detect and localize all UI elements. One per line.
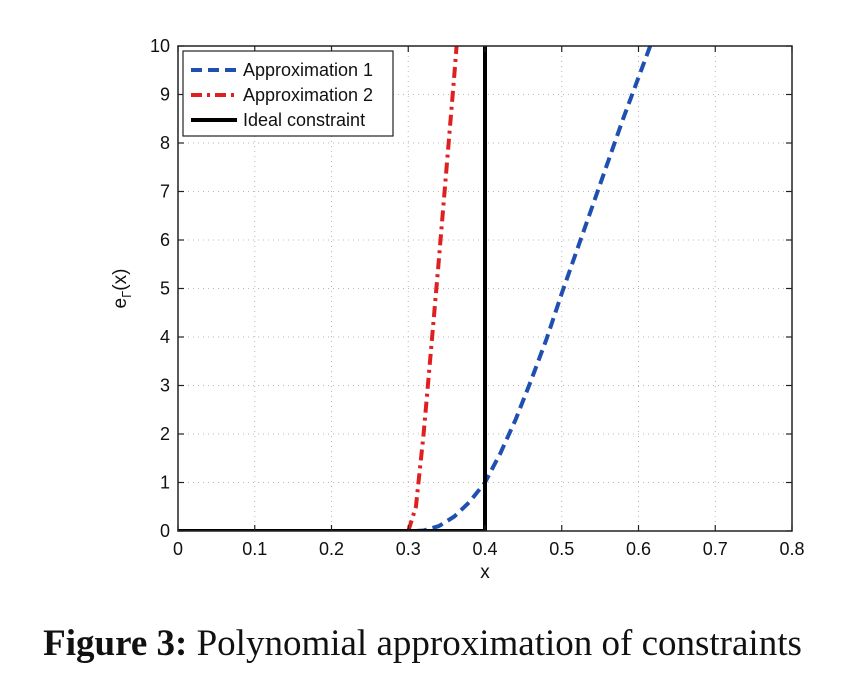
- legend-entry-label: Approximation 2: [243, 85, 373, 105]
- figure-caption: Figure 3: Polynomial approximation of co…: [0, 622, 845, 665]
- y-tick-label: 8: [160, 133, 170, 153]
- y-tick-label: 9: [160, 85, 170, 105]
- caption-text: Polynomial approximation of constraints: [187, 623, 802, 664]
- y-tick-label: 1: [160, 473, 170, 493]
- y-axis-label-tail: (x): [110, 269, 131, 291]
- caption-label: Figure 3:: [43, 623, 188, 664]
- plot-series: [178, 46, 653, 531]
- y-tick-label: 2: [160, 424, 170, 444]
- y-tick-label: 7: [160, 182, 170, 202]
- x-tick-label: 0: [173, 539, 183, 559]
- x-tick-label: 0.2: [319, 539, 344, 559]
- legend-entry-label: Approximation 1: [243, 60, 373, 80]
- axis-tick-labels: 0 0.1 0.2 0.3 0.4 0.5 0.6 0.7 0.8 0 1 2 3 4 5 6 7 8 9 10: [150, 36, 805, 559]
- x-tick-label: 0.8: [779, 539, 804, 559]
- y-tick-label: 10: [150, 36, 170, 56]
- axis-ticks: [177, 45, 793, 532]
- x-tick-label: 0.3: [396, 539, 421, 559]
- x-tick-label: 0.1: [242, 539, 267, 559]
- legend-entry-label: Ideal constraint: [243, 110, 365, 130]
- y-tick-label: 6: [160, 230, 170, 250]
- y-axis-label-subscript: Γ: [119, 291, 134, 298]
- series-line-3: [178, 46, 487, 531]
- y-tick-label: 5: [160, 279, 170, 299]
- y-axis-label-main: e: [110, 298, 131, 309]
- y-tick-label: 4: [160, 327, 170, 347]
- y-tick-label: 0: [160, 521, 170, 541]
- x-tick-label: 0.5: [549, 539, 574, 559]
- x-tick-label: 0.4: [472, 539, 497, 559]
- series-line-1: [415, 46, 653, 531]
- series-line-2: [406, 46, 459, 531]
- legend: Approximation 1 Approximation 2 Ideal cons…: [182, 50, 394, 137]
- x-tick-label: 0.7: [703, 539, 728, 559]
- y-tick-label: 3: [160, 376, 170, 396]
- y-axis-label: eΓ(x): [110, 269, 134, 309]
- x-axis-label: x: [480, 562, 490, 583]
- x-tick-label: 0.6: [626, 539, 651, 559]
